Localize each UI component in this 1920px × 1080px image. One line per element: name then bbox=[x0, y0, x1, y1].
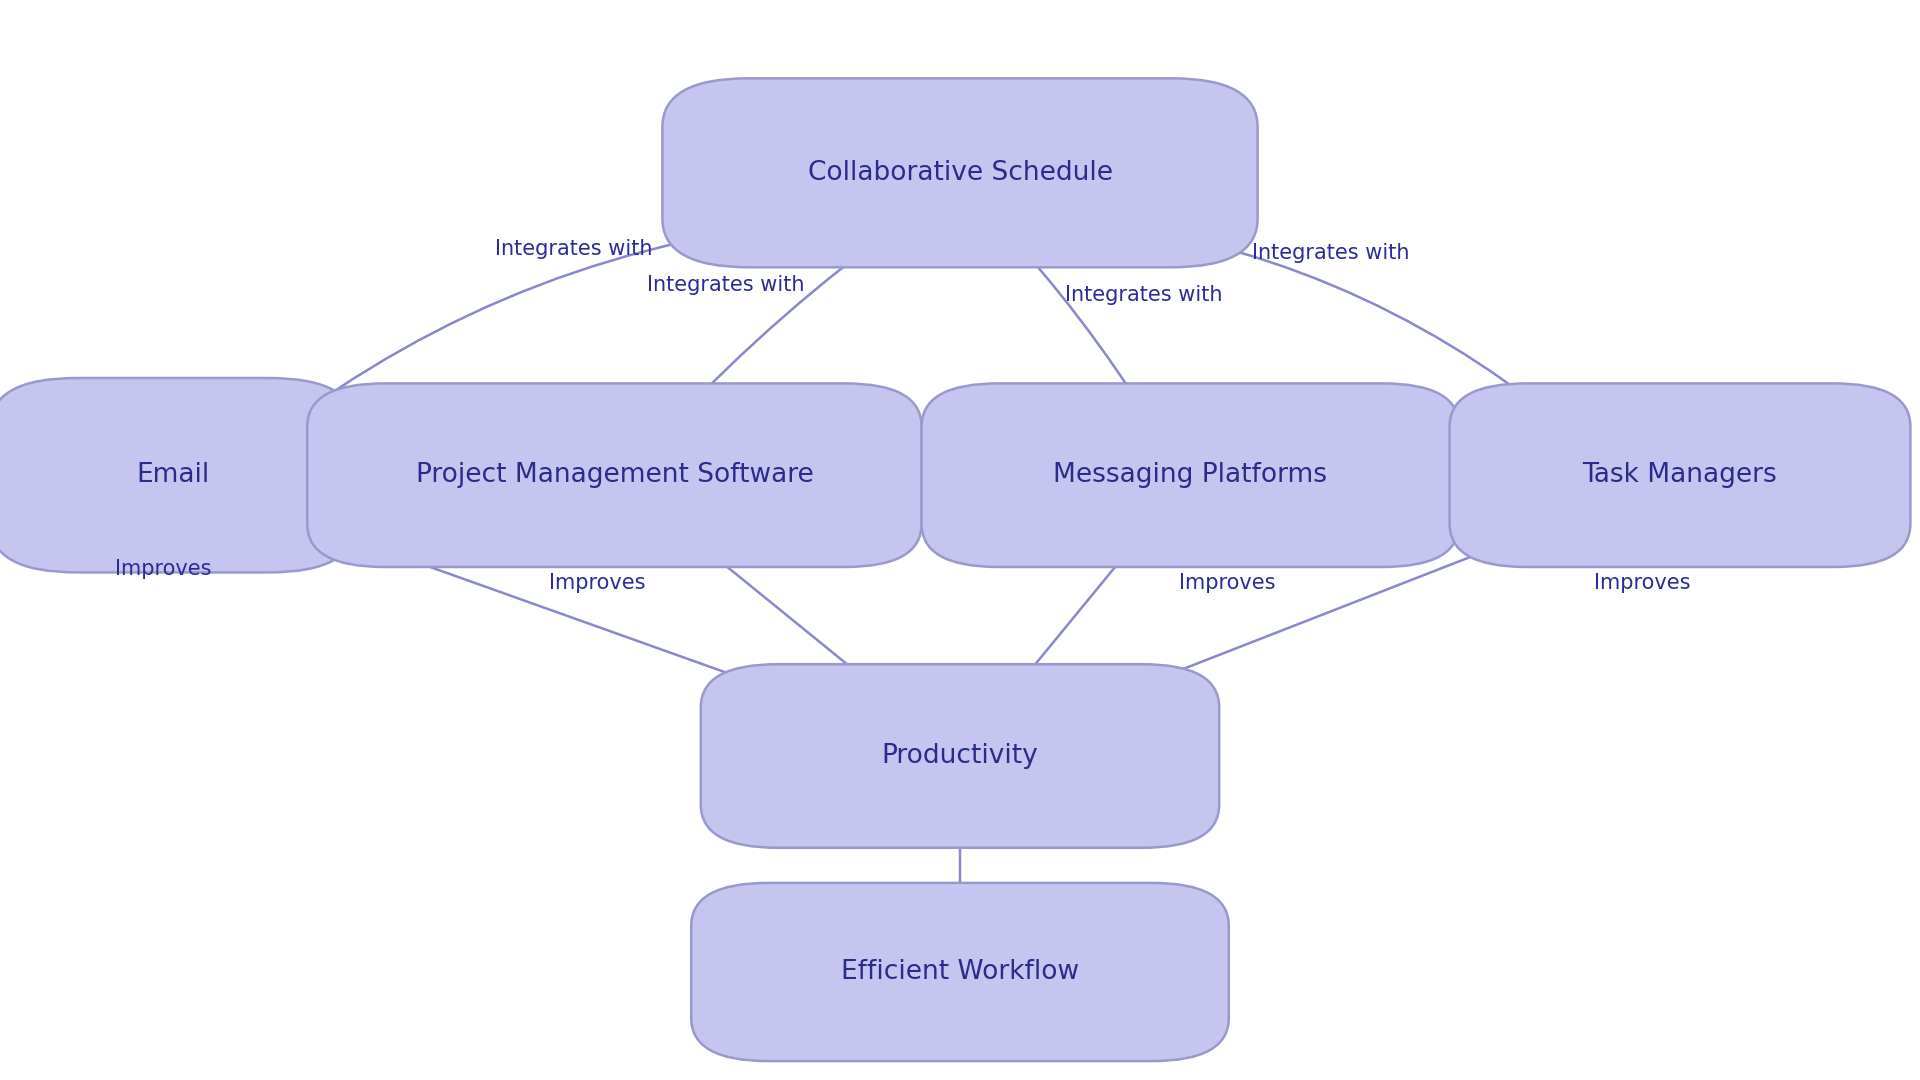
Text: Task Managers: Task Managers bbox=[1582, 462, 1778, 488]
Text: Project Management Software: Project Management Software bbox=[415, 462, 814, 488]
FancyBboxPatch shape bbox=[0, 378, 355, 572]
Text: Integrates with: Integrates with bbox=[1252, 243, 1409, 264]
Text: Integrates with: Integrates with bbox=[495, 239, 653, 258]
Text: Improves: Improves bbox=[115, 558, 211, 579]
FancyBboxPatch shape bbox=[691, 883, 1229, 1061]
Text: Collaborative Schedule: Collaborative Schedule bbox=[808, 160, 1112, 186]
Text: Improves: Improves bbox=[1594, 573, 1690, 593]
FancyBboxPatch shape bbox=[1450, 383, 1910, 567]
FancyBboxPatch shape bbox=[701, 664, 1219, 848]
Text: Messaging Platforms: Messaging Platforms bbox=[1054, 462, 1327, 488]
Text: Improves: Improves bbox=[549, 573, 645, 593]
FancyBboxPatch shape bbox=[307, 383, 922, 567]
FancyBboxPatch shape bbox=[662, 78, 1258, 268]
Text: Efficient Workflow: Efficient Workflow bbox=[841, 959, 1079, 985]
Text: Integrates with: Integrates with bbox=[1064, 285, 1223, 305]
Text: Email: Email bbox=[136, 462, 209, 488]
FancyBboxPatch shape bbox=[922, 383, 1459, 567]
Text: Productivity: Productivity bbox=[881, 743, 1039, 769]
Text: Improves: Improves bbox=[1179, 573, 1275, 593]
Text: Integrates with: Integrates with bbox=[647, 274, 804, 295]
